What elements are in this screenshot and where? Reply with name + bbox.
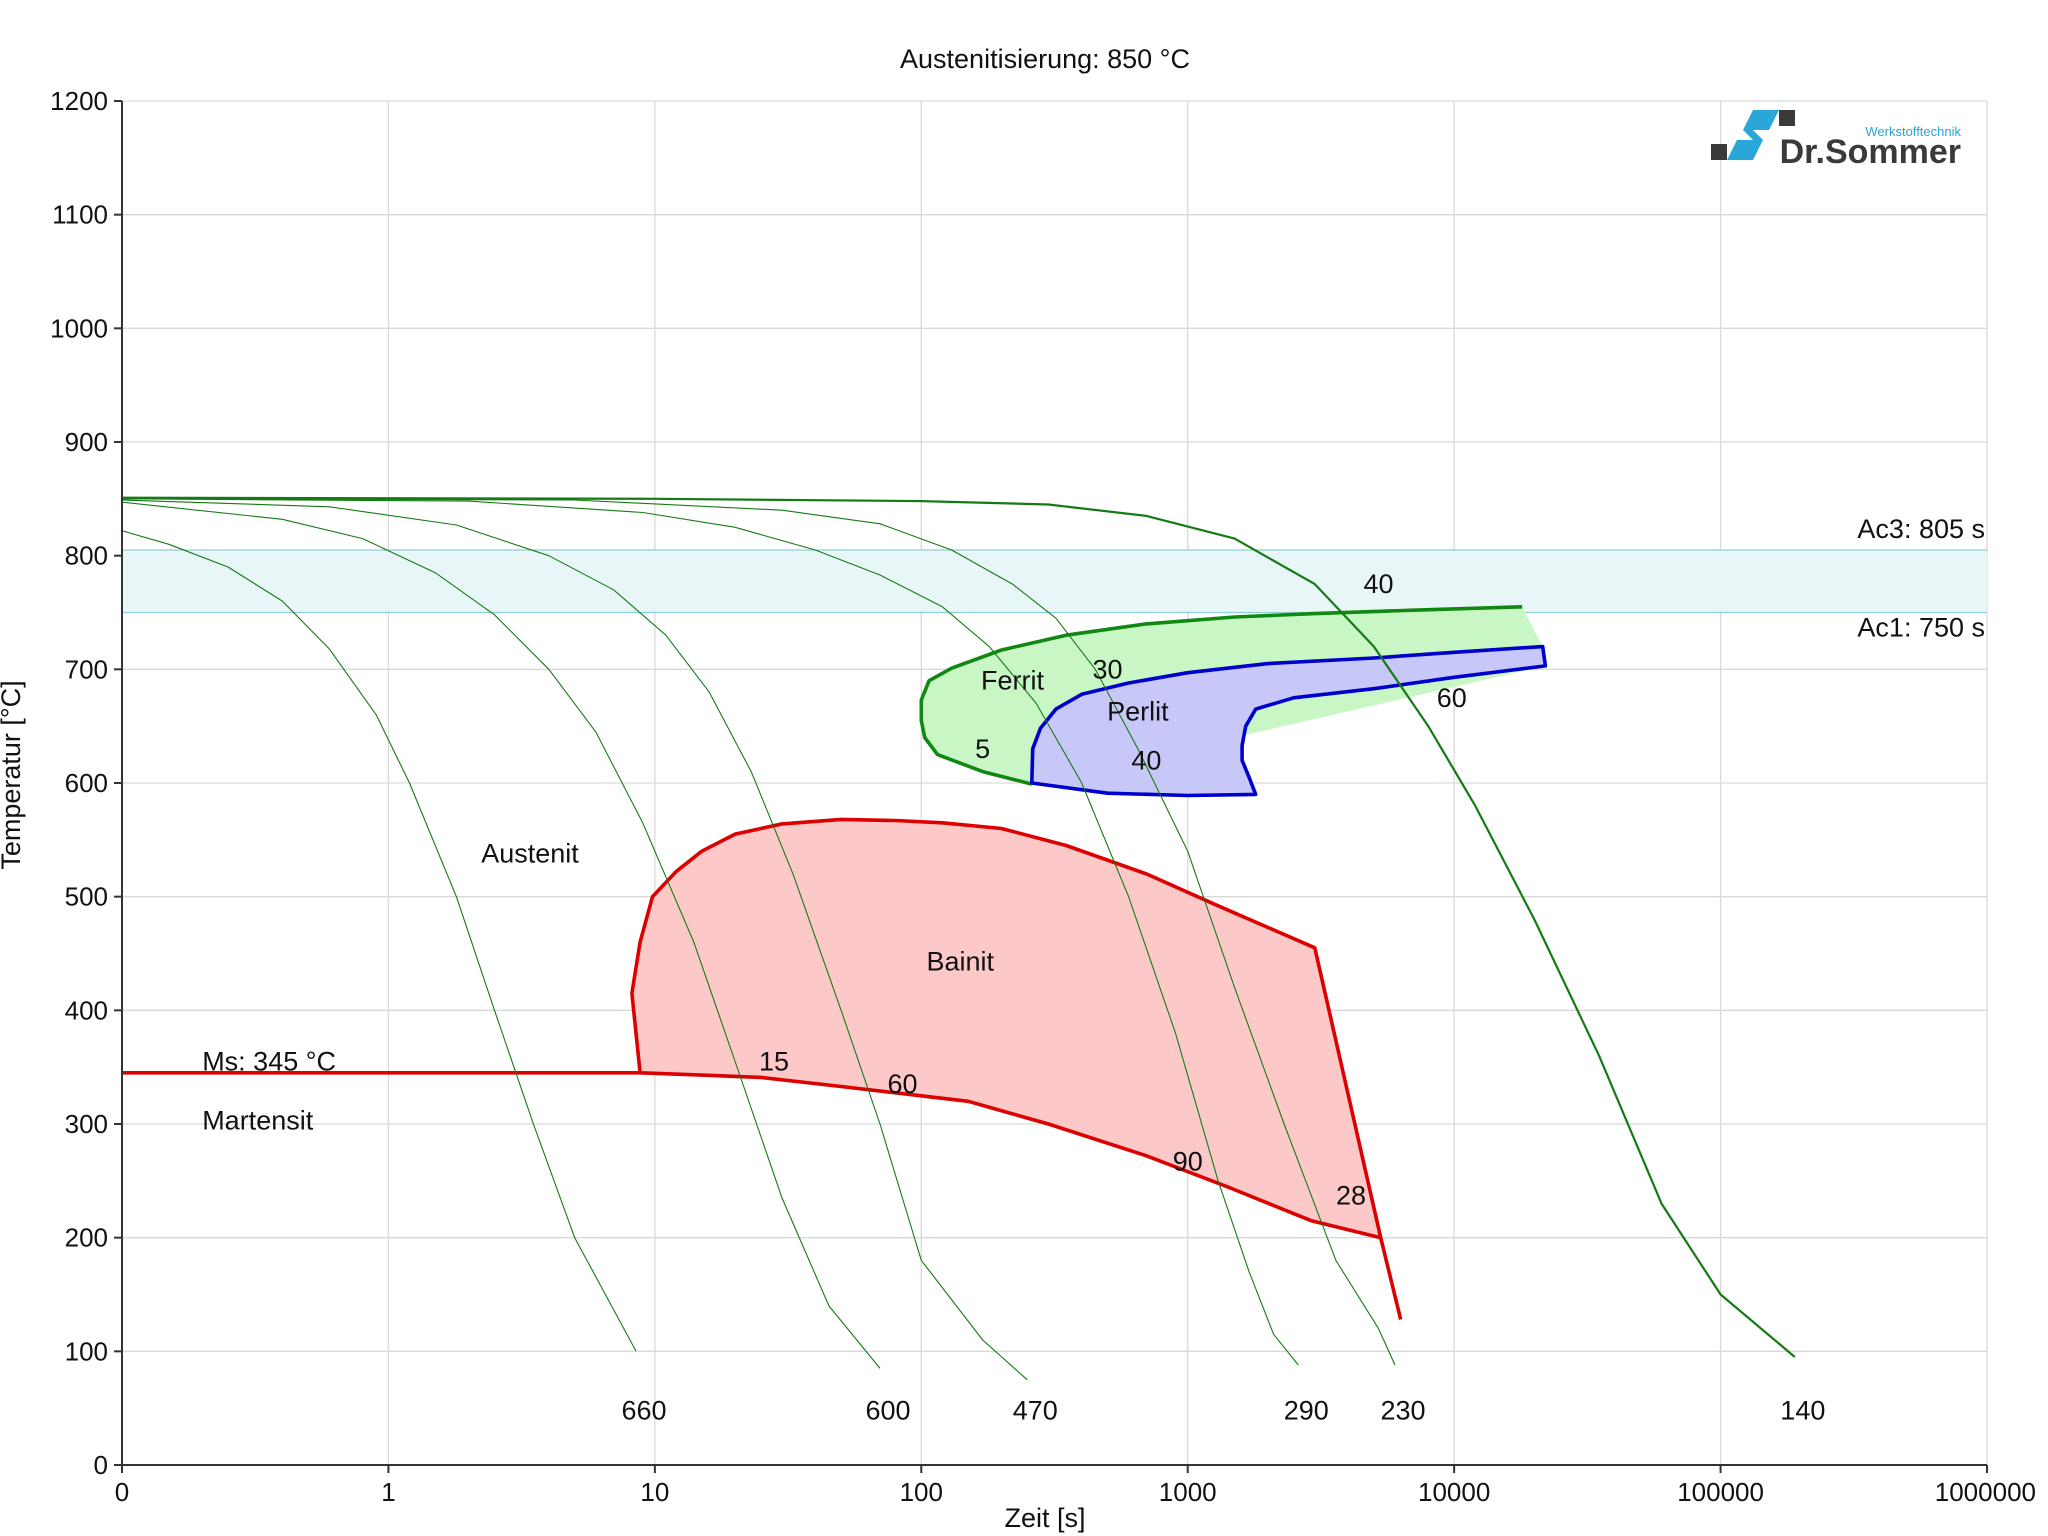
curve-annotation: 5 — [975, 734, 990, 764]
perlit-label: Perlit — [1107, 696, 1169, 726]
y-tick-label: 100 — [65, 1336, 108, 1366]
axes: 0100200300400500600700800900100011001200… — [50, 86, 2036, 1507]
y-axis-label: Temperatur [°C] — [0, 680, 26, 869]
logo-square-icon — [1779, 110, 1795, 126]
curve-annotation: 40 — [1131, 745, 1161, 775]
chart-title: Austenitisierung: 850 °C — [900, 44, 1190, 74]
y-tick-label: 200 — [65, 1223, 108, 1253]
bainit-label: Bainit — [926, 946, 994, 976]
y-tick-label: 400 — [65, 995, 108, 1025]
y-tick-label: 300 — [65, 1109, 108, 1139]
x-tick-label: 1000000 — [1935, 1477, 2036, 1507]
ferrit-label: Ferrit — [981, 666, 1044, 696]
phase-regions — [122, 605, 1548, 1320]
ms-label: Ms: 345 °C — [202, 1046, 336, 1076]
cooling-curve-end-label: 230 — [1381, 1395, 1426, 1425]
y-tick-label: 600 — [65, 768, 108, 798]
curve-annotation: 30 — [1092, 654, 1122, 684]
cooling-curve-end-label: 470 — [1013, 1395, 1058, 1425]
bainit-region — [630, 817, 1383, 1240]
ac3-label: Ac3: 805 s — [1857, 514, 1985, 544]
logo-square-icon — [1711, 144, 1727, 160]
ac-band — [122, 549, 1987, 614]
x-tick-label: 100 — [900, 1477, 943, 1507]
ac-band-fill — [122, 549, 1987, 613]
bainit-tail-line — [1378, 1237, 1403, 1320]
cooling-curve — [121, 530, 637, 1352]
curve-annotation: 60 — [1437, 683, 1467, 713]
y-tick-label: 700 — [65, 654, 108, 684]
y-tick-label: 1000 — [50, 313, 108, 343]
brand-logo: Werkstofftechnik Dr.Sommer — [1711, 110, 1961, 171]
logo-mark-icon — [1727, 110, 1779, 160]
x-tick-label: 1 — [381, 1477, 395, 1507]
x-tick-label: 1000 — [1159, 1477, 1217, 1507]
cooling-curve-end-label: 660 — [622, 1395, 667, 1425]
cooling-curve-end-label: 600 — [865, 1395, 910, 1425]
y-tick-label: 900 — [65, 427, 108, 457]
curve-annotation: 15 — [759, 1046, 789, 1076]
curve-annotation: 40 — [1363, 569, 1393, 599]
cooling-curves — [121, 496, 1796, 1381]
cooling-curve — [121, 499, 1028, 1381]
x-tick-label: 10000 — [1418, 1477, 1490, 1507]
cooling-curve — [121, 501, 881, 1369]
curve-annotation: 60 — [887, 1069, 917, 1099]
ac1-label: Ac1: 750 s — [1857, 613, 1985, 643]
perlit-region — [1030, 644, 1548, 798]
x-axis-label: Zeit [s] — [1004, 1503, 1085, 1533]
curve-annotation: 90 — [1173, 1147, 1203, 1177]
cooling-curve-end-label: 290 — [1284, 1395, 1329, 1425]
cooling-curve — [121, 498, 1299, 1366]
curve-annotation: 28 — [1336, 1181, 1366, 1211]
y-tick-label: 1200 — [50, 86, 108, 116]
cooling-curve — [121, 496, 1796, 1358]
x-tick-label: 0 — [115, 1477, 129, 1507]
y-tick-label: 500 — [65, 882, 108, 912]
annotations: 660 600 470 290 230 140 Ac3: 805 s Ac1: 750 s Fe… — [202, 514, 1985, 1425]
logo-subtitle: Werkstofftechnik — [1865, 124, 1961, 139]
logo-title: Dr.Sommer — [1780, 133, 1961, 171]
ferrit-region-outline — [919, 605, 1523, 786]
y-tick-label: 0 — [94, 1450, 108, 1480]
cooling-curve-end-label: 140 — [1780, 1395, 1825, 1425]
y-tick-label: 1100 — [52, 200, 108, 230]
austenit-label: Austenit — [481, 838, 579, 868]
x-tick-label: 100000 — [1677, 1477, 1764, 1507]
y-tick-label: 800 — [65, 541, 108, 571]
cooling-curve — [121, 498, 1396, 1366]
x-tick-label: 10 — [640, 1477, 669, 1507]
martensit-label: Martensit — [202, 1106, 314, 1136]
